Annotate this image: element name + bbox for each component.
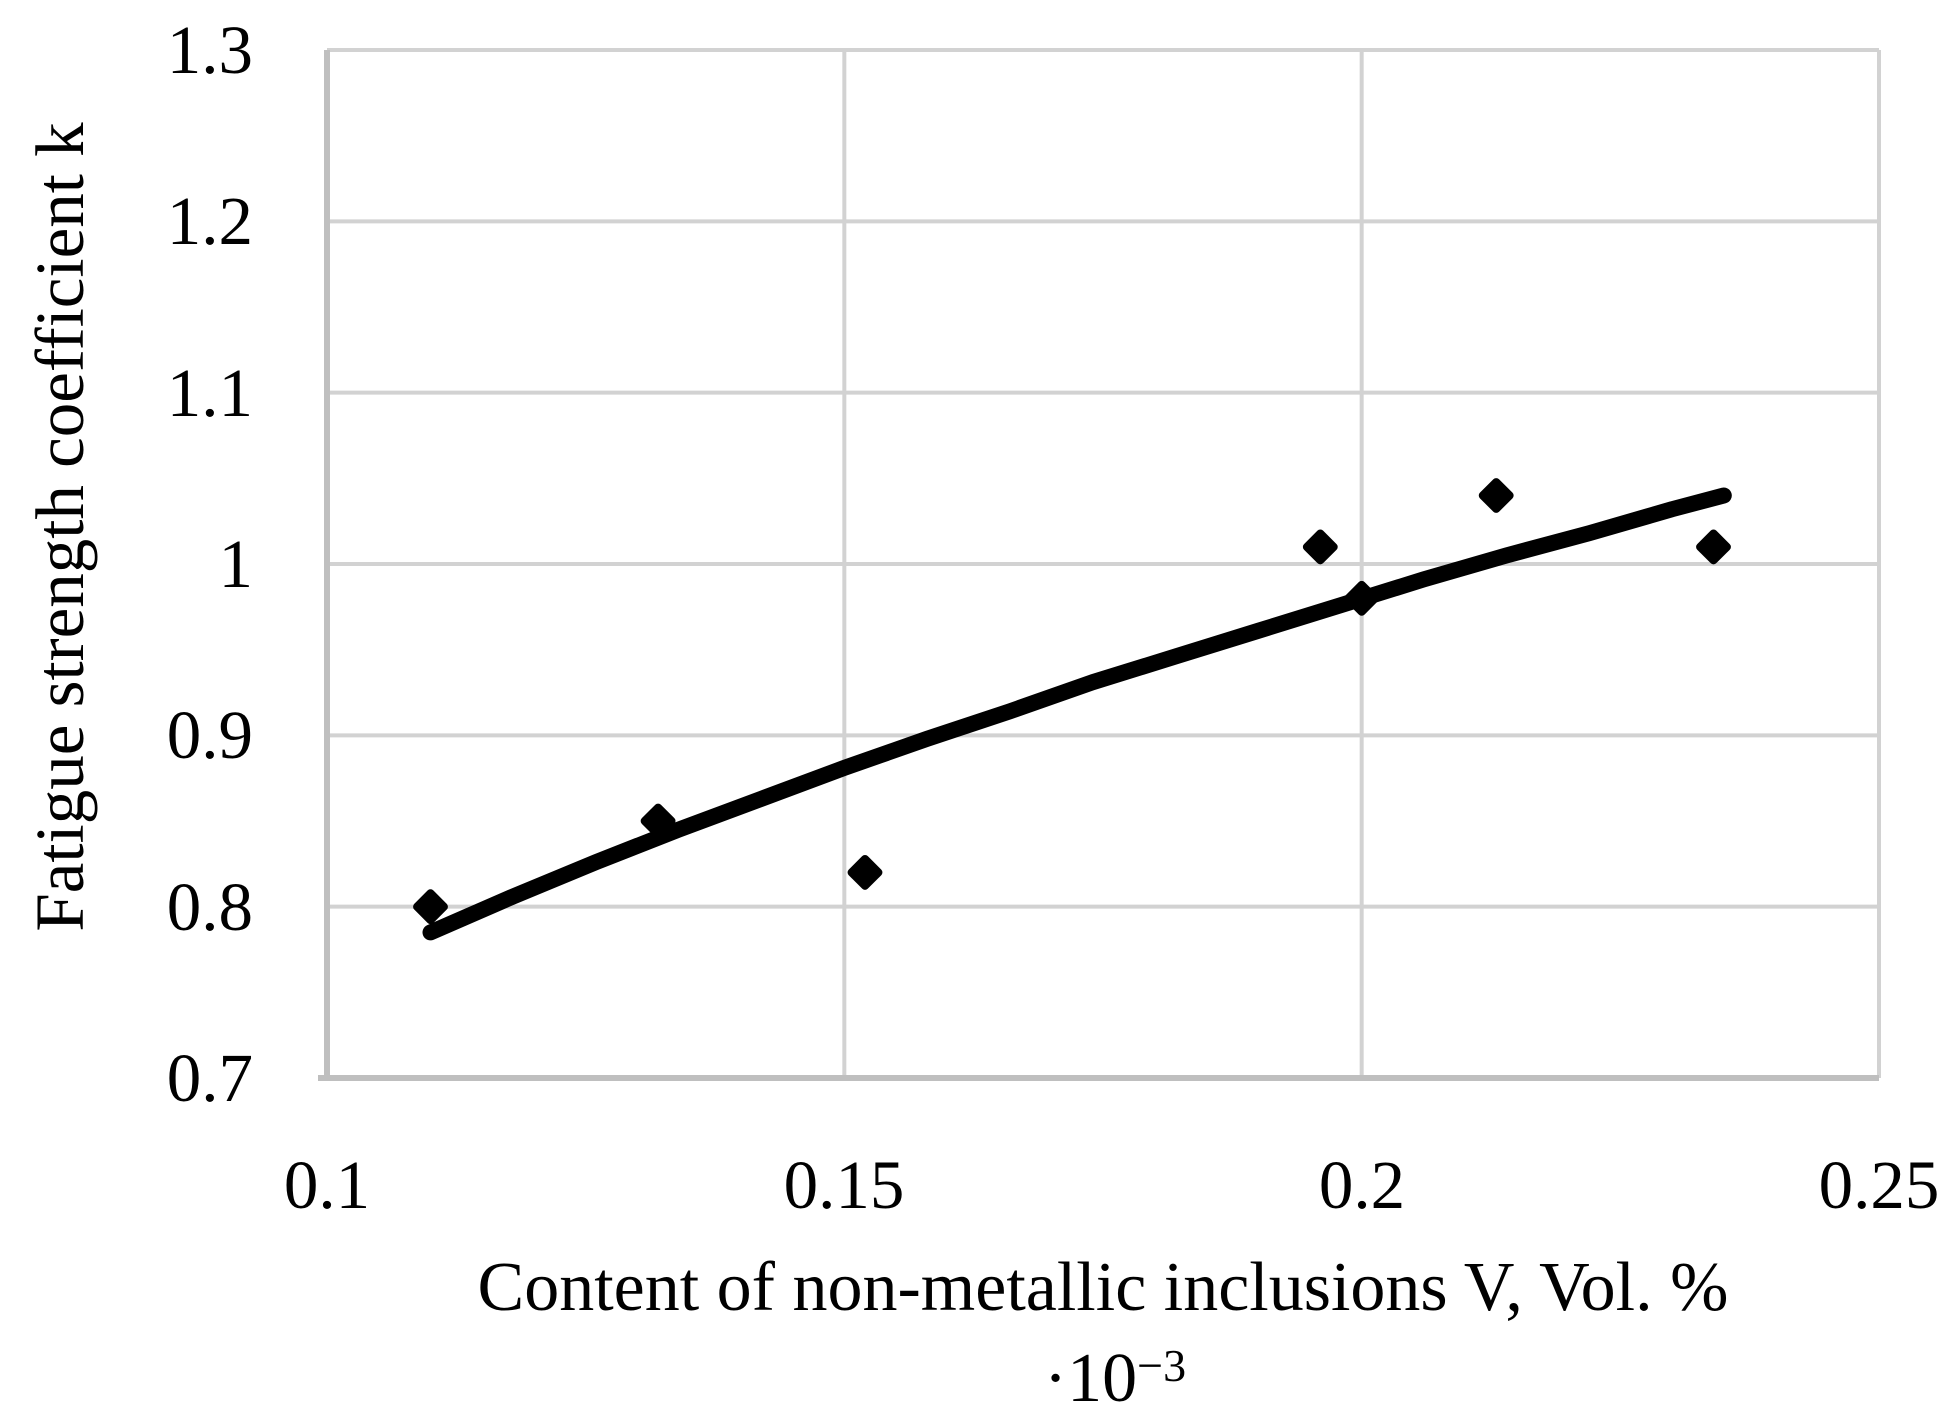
y-tick-label: 1 (218, 526, 254, 602)
x-axis-multiplier: ·10−3 (815, 1333, 1415, 1424)
data-point-marker (847, 854, 883, 890)
y-tick-label: 1.1 (166, 355, 253, 431)
x-tick-label: 0.15 (783, 1147, 905, 1223)
data-point-marker (1696, 529, 1731, 565)
data-point-marker (1302, 529, 1338, 565)
y-axis-title: Fatigue strength coefficient k (22, 122, 98, 932)
y-tick-label: 0.8 (166, 869, 253, 945)
y-tick-label: 1.2 (166, 183, 253, 259)
y-tick-label: 0.7 (166, 1040, 253, 1116)
x-axis-multiplier-exponent: −3 (1137, 1340, 1187, 1391)
data-point-marker (413, 889, 448, 925)
y-tick-label: 1.3 (166, 12, 253, 88)
trendline (422, 487, 1732, 941)
y-tick-label: 0.9 (166, 697, 253, 773)
x-tick-label: 0.2 (1318, 1147, 1406, 1223)
x-tick-label: 0.25 (1818, 1147, 1940, 1223)
x-axis-multiplier-base: ·10 (1043, 1340, 1138, 1417)
x-axis-title: Content of non-metallic inclusions V, Vo… (477, 1249, 1729, 1326)
data-point-marker (1478, 478, 1514, 513)
x-tick-label: 0.1 (283, 1147, 371, 1223)
